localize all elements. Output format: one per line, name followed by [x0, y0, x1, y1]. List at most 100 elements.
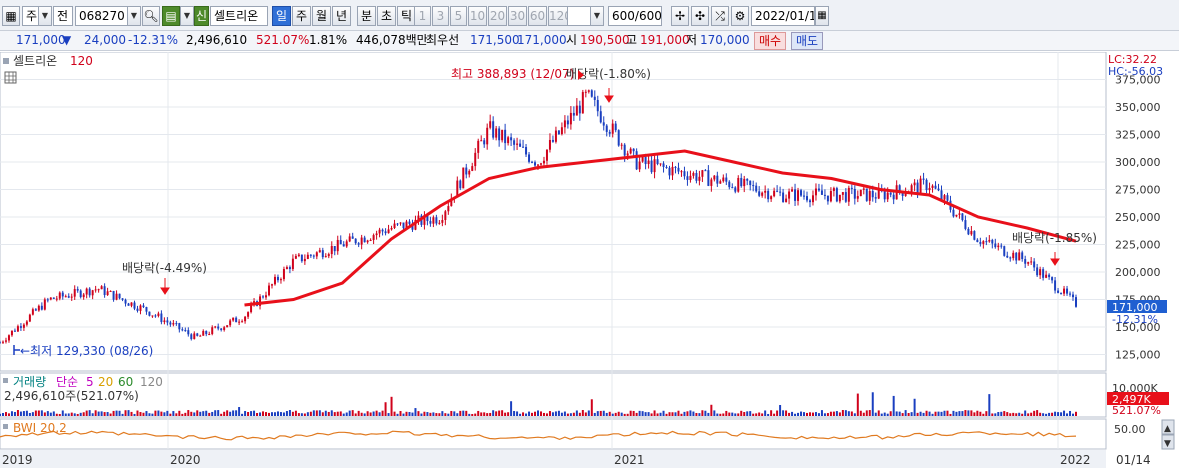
candle-body [345, 241, 348, 247]
volume-bar [372, 411, 375, 416]
down-arrow-icon: ▼ [62, 33, 72, 47]
tab-period-3[interactable]: 년 [332, 6, 351, 26]
interval-button-5[interactable]: 5 [450, 6, 467, 26]
volume-bar [384, 402, 387, 416]
tab-period-5[interactable]: 초 [377, 6, 396, 26]
candle-body [1000, 245, 1003, 247]
crosshair-icon[interactable]: ✣ [691, 6, 709, 26]
tab-period-0[interactable]: 일 [272, 6, 291, 26]
candle-body [324, 256, 327, 258]
calendar-icon[interactable]: ▦ [815, 6, 829, 26]
volume-bar [698, 413, 701, 416]
volume-bar [806, 412, 808, 416]
volume-bar [740, 410, 743, 416]
candlesticks [0, 89, 1077, 344]
candle-body [342, 244, 345, 247]
volume-bar [37, 410, 40, 416]
candle-body [976, 239, 979, 243]
interval-button-30[interactable]: 30 [508, 6, 527, 26]
volume-bar [34, 410, 37, 416]
chevron-down-icon[interactable]: ▼ [180, 6, 194, 26]
interval-button-20[interactable]: 20 [488, 6, 507, 26]
tab-period-1[interactable]: 주 [292, 6, 311, 26]
volume-legend-simple: 단순 [56, 375, 78, 389]
stock-list-icon[interactable]: ▤ [162, 6, 180, 26]
candle-body [384, 231, 387, 234]
bwi-panel[interactable] [0, 418, 1107, 450]
interval-button-3[interactable]: 3 [432, 6, 449, 26]
table-icon[interactable] [4, 71, 17, 84]
candle-body [587, 90, 590, 92]
volume-bar [829, 411, 832, 416]
date-input[interactable]: 2022/01/14 [751, 6, 815, 26]
interval-button-1[interactable]: 1 [414, 6, 431, 26]
gear-icon[interactable]: ⚙ [731, 6, 749, 26]
interval-button-10[interactable]: 10 [468, 6, 487, 26]
candle-body [40, 305, 43, 310]
candle-body [405, 221, 408, 229]
candle-body [396, 223, 399, 225]
period-mode-field[interactable]: 전 [53, 6, 73, 26]
volume-ma-5: 5 [86, 375, 94, 389]
chevron-down-icon[interactable]: ▼ [38, 6, 52, 26]
candle-body [61, 292, 64, 297]
volume-bar [874, 412, 877, 416]
scroll-up-button[interactable] [1161, 419, 1175, 435]
candle-body [462, 167, 465, 189]
y-tick-label: 375,000 [1115, 74, 1161, 87]
candle-body [817, 188, 820, 191]
volume-bar [1063, 410, 1066, 416]
candle-body [806, 196, 808, 201]
candle-body [1054, 280, 1057, 291]
compare-icon[interactable]: ✢ [671, 6, 689, 26]
volume-bar [853, 413, 856, 416]
candle-body [656, 159, 659, 165]
scroll-down-button[interactable] [1161, 434, 1175, 450]
candle-body [961, 213, 964, 221]
candle-body [294, 255, 297, 259]
grid-icon[interactable]: ▦ [2, 6, 20, 26]
volume-bar [758, 412, 761, 416]
volume-bar [414, 408, 417, 416]
price-panel[interactable] [0, 52, 1107, 372]
volume-bar [979, 411, 982, 416]
candle-body [680, 171, 683, 173]
data-count-field[interactable]: 600/600 [608, 6, 662, 26]
chevron-down-icon[interactable]: ▼ [590, 6, 604, 26]
volume-bar [895, 411, 898, 416]
trend-icon[interactable]: ⤮ [711, 6, 729, 26]
search-icon[interactable]: 🔍︎ [142, 6, 160, 26]
candle-body [979, 242, 982, 244]
volume-bar [925, 410, 928, 416]
candle-body [901, 191, 904, 196]
tab-period-4[interactable]: 분 [357, 6, 376, 26]
stock-code-input[interactable]: 068270 [75, 6, 129, 26]
candle-body [64, 296, 67, 298]
buy-button[interactable]: 매수 [754, 32, 787, 50]
sell-button[interactable]: 매도 [791, 32, 824, 50]
candle-body [519, 143, 522, 147]
interval-button-60[interactable]: 60 [528, 6, 547, 26]
candle-body [626, 153, 629, 156]
volume-bar [402, 413, 405, 416]
volume-bar [913, 398, 916, 416]
volume-bar [1021, 413, 1024, 416]
volume-panel[interactable] [0, 372, 1107, 418]
price-chart[interactable]: 125,000150,000175,000200,000225,000250,0… [0, 52, 1179, 468]
volume-bar [952, 410, 955, 416]
candle-body [862, 188, 865, 190]
volume-bar [817, 413, 820, 416]
volume-bar [345, 412, 348, 416]
tab-period-2[interactable]: 월 [312, 6, 331, 26]
volume-bar [668, 412, 671, 416]
candle-body [76, 289, 79, 291]
volume-bar [528, 411, 531, 416]
candle-body [967, 228, 970, 235]
candle-body [1, 341, 4, 343]
chevron-down-icon[interactable]: ▼ [127, 6, 141, 26]
volume-bar [226, 410, 229, 416]
y-tick-label: 300,000 [1115, 156, 1161, 169]
best-bid: 171,000 [517, 33, 567, 47]
candle-body [333, 245, 336, 252]
volume-bar [309, 411, 312, 416]
